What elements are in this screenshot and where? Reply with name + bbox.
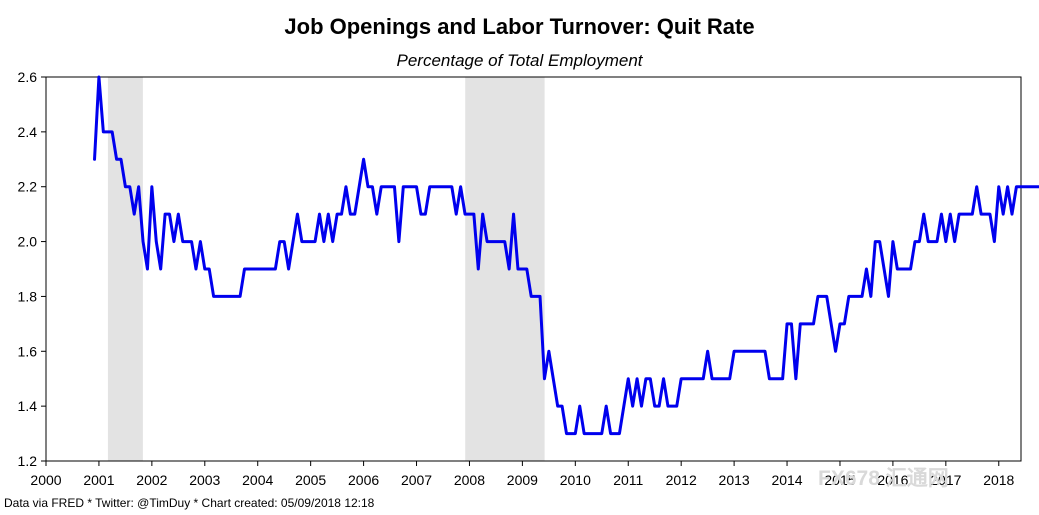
source-footer: Data via FRED * Twitter: @TimDuy * Chart… <box>4 496 375 510</box>
y-tick-label: 2.6 <box>18 69 38 85</box>
y-tick-label: 2.2 <box>18 179 38 195</box>
x-tick-label: 2015 <box>824 472 855 488</box>
x-tick-label: 2016 <box>877 472 908 488</box>
x-tick-label: 2002 <box>136 472 167 488</box>
x-tick-label: 2013 <box>719 472 750 488</box>
x-tick-label: 2012 <box>666 472 697 488</box>
x-tick-label: 2004 <box>242 472 273 488</box>
watermark-logo: FX678 汇通网 <box>818 467 949 490</box>
x-tick-label: 2005 <box>295 472 326 488</box>
x-tick-label: 2001 <box>83 472 114 488</box>
plot-frame <box>45 76 1022 462</box>
quit-rate-series <box>93 75 1039 436</box>
x-tick-label: 2009 <box>507 472 538 488</box>
chart-subtitle: Percentage of Total Employment <box>396 51 643 70</box>
x-tick-label: 2003 <box>189 472 220 488</box>
x-tick-label: 2008 <box>454 472 485 488</box>
x-tick-label: 2011 <box>613 472 643 488</box>
x-tick-label: 2007 <box>401 472 432 488</box>
y-tick-label: 1.2 <box>18 453 38 469</box>
x-tick-label: 2014 <box>771 472 802 488</box>
x-tick-label: 2017 <box>930 472 961 488</box>
x-tick-label: 2006 <box>348 472 379 488</box>
y-tick-label: 2.0 <box>18 234 38 250</box>
chart-title: Job Openings and Labor Turnover: Quit Ra… <box>284 14 755 39</box>
y-tick-label: 1.8 <box>18 288 38 304</box>
x-tick-label: 2000 <box>30 472 61 488</box>
x-tick-label: 2018 <box>983 472 1014 488</box>
y-tick-label: 2.4 <box>18 124 38 140</box>
y-tick-label: 1.4 <box>18 398 38 414</box>
x-tick-label: 2010 <box>560 472 591 488</box>
axes: 1.2 1.4 1.6 1.8 2.0 2.2 2.4 2.6 2000 2001 2002 2003… <box>18 69 1022 488</box>
y-tick-label: 1.6 <box>18 343 38 359</box>
series-line-1 <box>93 75 1039 436</box>
recession-shading <box>107 77 545 461</box>
